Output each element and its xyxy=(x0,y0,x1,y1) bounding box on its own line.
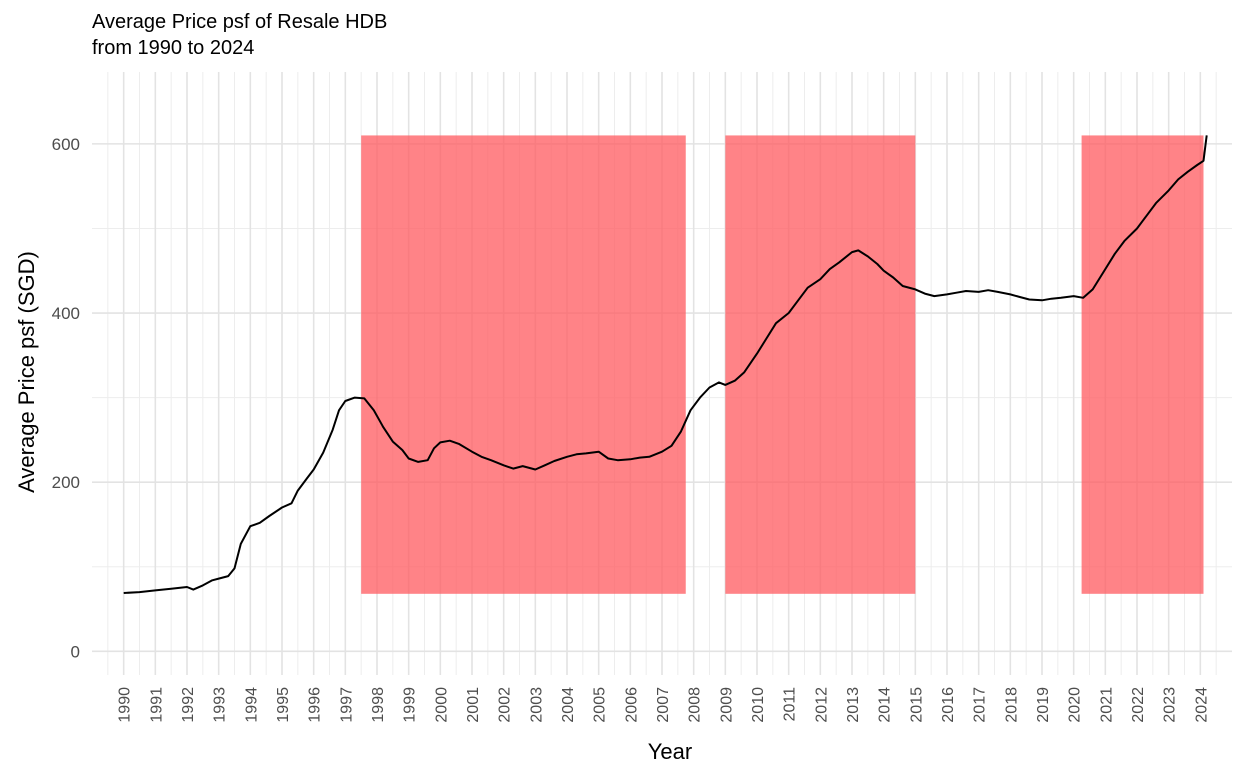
y-tick-label: 0 xyxy=(71,642,80,661)
x-tick-label: 2021 xyxy=(1098,687,1115,723)
x-tick-labels: 1990 1991 1992 1993 1994 1995 1996 1997 1998 1999… xyxy=(117,687,1211,723)
x-tick-label: 2010 xyxy=(750,687,767,723)
x-tick-label: 1997 xyxy=(338,687,355,723)
x-tick-label: 2016 xyxy=(940,687,957,723)
x-tick-label: 2023 xyxy=(1162,687,1179,723)
x-tick-label: 2002 xyxy=(497,687,514,723)
highlight-rect xyxy=(361,135,686,594)
x-tick-label: 2012 xyxy=(813,687,830,723)
x-tick-label: 1993 xyxy=(212,687,229,723)
y-tick-label: 400 xyxy=(52,304,80,323)
x-tick-label: 2005 xyxy=(592,687,609,723)
x-tick-label: 1990 xyxy=(117,687,134,723)
x-tick-label: 2003 xyxy=(528,687,545,723)
x-tick-label: 2019 xyxy=(1035,687,1052,723)
x-tick-label: 2013 xyxy=(845,687,862,723)
y-tick-label: 200 xyxy=(52,473,80,492)
x-tick-label: 2008 xyxy=(687,687,704,723)
x-tick-label: 2014 xyxy=(877,687,894,723)
x-tick-label: 2009 xyxy=(718,687,735,723)
x-tick-label: 2024 xyxy=(1193,687,1210,723)
highlight-periods xyxy=(361,135,1204,594)
series-group xyxy=(123,135,1208,594)
x-tick-label: 2001 xyxy=(465,687,482,723)
series-line xyxy=(123,135,1208,594)
x-tick-label: 2020 xyxy=(1067,687,1084,723)
highlight-rect xyxy=(725,135,916,594)
x-tick-label: 2007 xyxy=(655,687,672,723)
x-tick-label: 2004 xyxy=(560,687,577,723)
x-tick-label: 2006 xyxy=(623,687,640,723)
chart-subtitle: from 1990 to 2024 xyxy=(92,37,255,59)
x-tick-label: 1994 xyxy=(243,687,260,723)
y-tick-labels: 0 200 400 600 xyxy=(52,135,80,661)
x-tick-label: 1995 xyxy=(275,687,292,723)
x-tick-label: 1999 xyxy=(402,687,419,723)
x-tick-label: 2015 xyxy=(908,687,925,723)
x-tick-label: 2017 xyxy=(972,687,989,723)
x-tick-label: 2000 xyxy=(433,687,450,723)
x-axis-label: Year xyxy=(648,739,692,764)
y-axis-label: Average Price psf (SGD) xyxy=(14,251,39,493)
highlight-rect xyxy=(1081,135,1204,594)
x-tick-label: 2011 xyxy=(782,687,799,722)
chart-title: Average Price psf of Resale HDB xyxy=(92,11,388,33)
x-tick-label: 1992 xyxy=(180,687,197,723)
y-tick-label: 600 xyxy=(52,135,80,154)
x-tick-label: 1991 xyxy=(148,687,165,723)
x-tick-label: 1996 xyxy=(307,687,324,723)
x-tick-label: 2018 xyxy=(1003,687,1020,723)
x-tick-label: 1998 xyxy=(370,687,387,723)
x-tick-label: 2022 xyxy=(1130,687,1147,723)
